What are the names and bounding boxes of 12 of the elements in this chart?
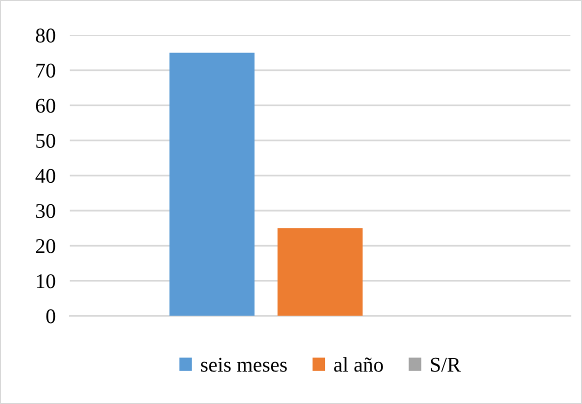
y-tick-label: 20 — [36, 239, 56, 254]
y-tick-label: 60 — [36, 98, 56, 113]
y-tick-label: 50 — [36, 134, 56, 148]
legend-label: seis meses — [201, 358, 287, 372]
y-tick-label: 70 — [36, 64, 56, 78]
y-tick-label: 0 — [46, 309, 56, 324]
legend-label: S/R — [430, 358, 461, 372]
y-tick-label: 40 — [36, 168, 56, 183]
y-tick-label: 80 — [36, 28, 56, 43]
y-tick-label: 30 — [36, 204, 56, 218]
legend-label: al año — [334, 357, 383, 372]
y-tick-label: 10 — [36, 274, 56, 288]
